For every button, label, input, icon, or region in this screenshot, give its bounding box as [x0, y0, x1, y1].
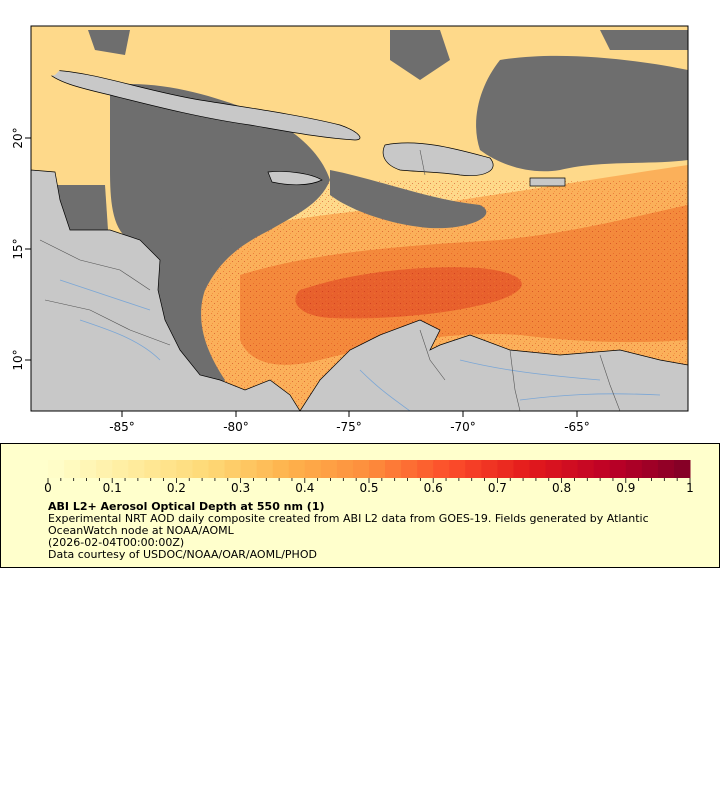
- x-tick-label: -65°: [564, 420, 590, 434]
- map-panel: -85° -80° -75° -70° -65° 20° 15° 10°: [11, 25, 689, 434]
- colorbar-swatch: [304, 460, 322, 478]
- country-borders: [39, 149, 621, 411]
- land-puerto-rico: [529, 177, 566, 187]
- colorbar-swatch: [641, 460, 659, 478]
- legend-credit: Data courtesy of USDOC/NOAA/OAR/AOML/PHO…: [48, 548, 317, 561]
- colorbar-swatch: [320, 460, 338, 478]
- colorbar-swatch: [369, 460, 386, 478]
- colorbar-swatch: [625, 460, 643, 478]
- colorbar-tick-label: 0.7: [488, 481, 507, 495]
- land-cuba: [44, 69, 361, 141]
- colorbar-swatch: [497, 460, 514, 478]
- x-tick-label: -70°: [450, 420, 476, 434]
- colorbar-swatch: [673, 460, 691, 478]
- legend-time: (2026-02-04T00:00:00Z): [48, 536, 185, 549]
- land-central-america: [31, 169, 301, 411]
- colorbar-tick-label: 0.9: [616, 481, 635, 495]
- colorbar-swatch: [577, 460, 595, 478]
- colorbar-swatch: [192, 460, 209, 478]
- colorbar-swatch: [96, 460, 113, 478]
- y-tick-label: 10°: [11, 349, 25, 370]
- y-tick-label: 20°: [11, 127, 25, 148]
- colorbar-tick-label: 0.4: [295, 481, 314, 495]
- colorbar-swatch: [144, 460, 161, 478]
- colorbar-tick-label: 1: [686, 481, 694, 495]
- colorbar-swatch: [224, 460, 242, 478]
- colorbar-swatch: [208, 460, 226, 478]
- colorbar-swatch: [48, 460, 65, 478]
- colorbar-swatch: [128, 460, 145, 478]
- colorbar-labels: 0 0.1 0.2 0.3 0.4 0.5 0.6 0.7 0.8 0.9 1: [44, 481, 694, 495]
- colorbar-swatch: [272, 460, 290, 478]
- colorbar-tick-label: 0: [44, 481, 52, 495]
- colorbar: 0 0.1 0.2 0.3 0.4 0.5 0.6 0.7 0.8 0.9 1: [44, 460, 694, 495]
- colorbar-swatch: [609, 460, 627, 478]
- colorbar-swatch: [657, 460, 675, 478]
- land-hispaniola: [382, 142, 494, 176]
- colorbar-swatch: [529, 460, 547, 478]
- colorbar-swatch: [240, 460, 258, 478]
- colorbar-swatch: [433, 460, 450, 478]
- land-south-america: [299, 319, 688, 411]
- colorbar-tick-label: 0.1: [103, 481, 122, 495]
- aod-map: -85° -80° -75° -70° -65° 20° 15° 10°: [11, 25, 689, 434]
- legend-box: 0 0.1 0.2 0.3 0.4 0.5 0.6 0.7 0.8 0.9 1 ABI L2+ Ae…: [0, 443, 720, 568]
- rivers: [59, 279, 661, 411]
- colorbar-swatch: [401, 460, 418, 478]
- colorbar-swatch: [593, 460, 611, 478]
- land-yucatan: [31, 26, 70, 80]
- colorbar-swatch: [256, 460, 274, 478]
- legend-text: ABI L2+ Aerosol Optical Depth at 550 nm …: [48, 501, 688, 561]
- colorbar-swatch: [112, 460, 129, 478]
- colorbar-swatch: [352, 460, 370, 478]
- colorbar-tick-label: 0.2: [167, 481, 186, 495]
- x-tick-label: -80°: [223, 420, 249, 434]
- x-tick-label: -75°: [336, 420, 362, 434]
- land-jamaica: [267, 171, 323, 186]
- colorbar-swatch: [561, 460, 579, 478]
- colorbar-swatch: [385, 460, 402, 478]
- colorbar-tick-label: 0.8: [552, 481, 571, 495]
- land-areas: [31, 26, 688, 411]
- colorbar-swatch: [176, 460, 193, 478]
- colorbar-swatch: [417, 460, 434, 478]
- colorbar-swatch: [513, 460, 530, 478]
- colorbar-swatches: [48, 460, 691, 478]
- colorbar-swatch: [80, 460, 97, 478]
- legend-title: ABI L2+ Aerosol Optical Depth at 550 nm …: [48, 500, 325, 513]
- colorbar-swatch: [64, 460, 81, 478]
- colorbar-tick-label: 0.6: [424, 481, 443, 495]
- colorbar-swatch: [481, 460, 498, 478]
- colorbar-swatch: [545, 460, 563, 478]
- map-frame: [30, 25, 689, 412]
- colorbar-swatch: [336, 460, 354, 478]
- y-tick-label: 15°: [11, 238, 25, 259]
- no-data-regions: [45, 30, 688, 411]
- y-ticks: [25, 137, 31, 361]
- colorbar-tick-label: 0.3: [231, 481, 250, 495]
- colorbar-swatch: [288, 460, 306, 478]
- colorbar-swatch: [160, 460, 177, 478]
- colorbar-ticks: [47, 478, 691, 483]
- x-tick-label: -85°: [109, 420, 135, 434]
- colorbar-swatch: [465, 460, 482, 478]
- colorbar-swatch: [449, 460, 466, 478]
- colorbar-tick-label: 0.5: [359, 481, 378, 495]
- x-ticks: [121, 411, 578, 417]
- legend-description: Experimental NRT AOD daily composite cre…: [48, 512, 649, 537]
